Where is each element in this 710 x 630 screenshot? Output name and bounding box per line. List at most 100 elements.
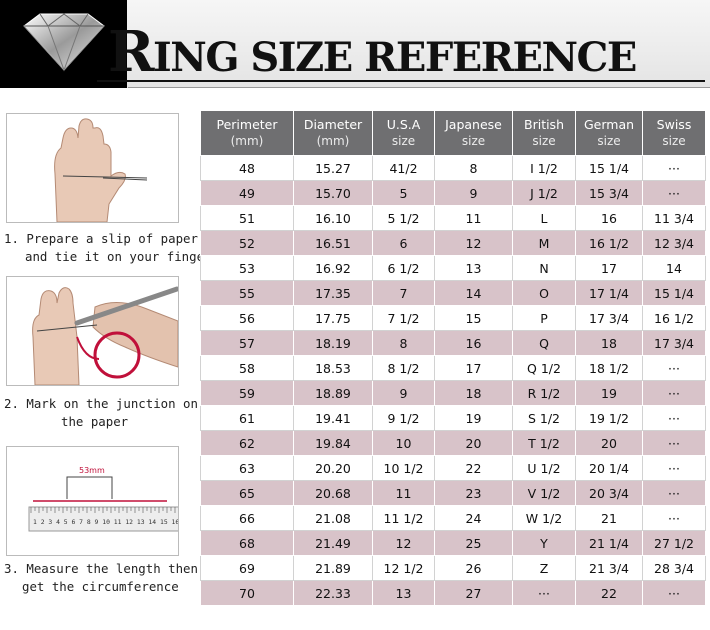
- cell-diameter: 21.08: [293, 505, 373, 531]
- cell-swiss: ···: [642, 180, 706, 206]
- cell-diameter: 16.51: [293, 230, 373, 256]
- cell-german: 21: [575, 505, 643, 531]
- table-row: 65 20.68 11 23 V 1/2 20 3/4 ···: [200, 480, 706, 506]
- logo: [0, 0, 127, 88]
- table-row: 57 18.19 8 16 Q 18 17 3/4: [200, 330, 706, 356]
- cell-british: L: [512, 205, 576, 231]
- cell-japanese: 20: [434, 430, 513, 456]
- cell-british: T 1/2: [512, 430, 576, 456]
- cell-swiss: ···: [642, 430, 706, 456]
- step-3-image: 53mm 1 2 3 4 5 6 7 8 9 10 11 12 13 14 15…: [6, 446, 179, 556]
- cell-diameter: 15.27: [293, 155, 373, 181]
- cell-diameter: 18.19: [293, 330, 373, 356]
- cell-swiss: 15 1/4: [642, 280, 706, 306]
- cell-usa: 9 1/2: [372, 405, 435, 431]
- cell-swiss: 11 3/4: [642, 205, 706, 231]
- cell-diameter: 16.92: [293, 255, 373, 281]
- cell-diameter: 18.89: [293, 380, 373, 406]
- step-3-line2: get the circumference: [22, 579, 179, 594]
- step-1-image: [6, 113, 179, 223]
- cell-perimeter: 53: [200, 255, 294, 281]
- cell-british: V 1/2: [512, 480, 576, 506]
- cell-japanese: 12: [434, 230, 513, 256]
- cell-usa: 7 1/2: [372, 305, 435, 331]
- step-1-line1: 1. Prepare a slip of paper: [4, 231, 198, 246]
- header-japanese: Japanese size: [434, 110, 513, 156]
- cell-german: 19 1/2: [575, 405, 643, 431]
- cell-swiss: 27 1/2: [642, 530, 706, 556]
- title-rest: ING SIZE REFERENCE: [153, 34, 637, 81]
- header-german: German size: [575, 110, 643, 156]
- table-row: 70 22.33 13 27 ··· 22 ···: [200, 580, 706, 606]
- hand-icon: [7, 114, 178, 222]
- cell-german: 17 3/4: [575, 305, 643, 331]
- cell-british: O: [512, 280, 576, 306]
- table-row: 66 21.08 11 1/2 24 W 1/2 21 ···: [200, 505, 706, 531]
- table-row: 69 21.89 12 1/2 26 Z 21 3/4 28 3/4: [200, 555, 706, 581]
- diamond-icon: [23, 13, 105, 72]
- cell-british: S 1/2: [512, 405, 576, 431]
- cell-german: 20: [575, 430, 643, 456]
- step-3-line1: 3. Measure the length then: [4, 561, 198, 576]
- cell-usa: 8 1/2: [372, 355, 435, 381]
- cell-japanese: 25: [434, 530, 513, 556]
- cell-japanese: 14: [434, 280, 513, 306]
- cell-usa: 10 1/2: [372, 455, 435, 481]
- cell-usa: 5: [372, 180, 435, 206]
- cell-british: R 1/2: [512, 380, 576, 406]
- cell-british: P: [512, 305, 576, 331]
- cell-perimeter: 65: [200, 480, 294, 506]
- ruler-measure-label: 53mm: [79, 466, 105, 475]
- cell-japanese: 9: [434, 180, 513, 206]
- table-header-row: Perimeter (mm) Diameter (mm) U.S.A size Jap…: [200, 110, 706, 156]
- title-underline: [97, 80, 705, 82]
- cell-diameter: 17.35: [293, 280, 373, 306]
- cell-british: I 1/2: [512, 155, 576, 181]
- cell-usa: 9: [372, 380, 435, 406]
- cell-diameter: 22.33: [293, 580, 373, 606]
- cell-german: 21 3/4: [575, 555, 643, 581]
- table-body: 48 15.27 41/2 8 I 1/2 15 1/4 ··· 49 15.70 5 9 J 1/2…: [200, 155, 706, 606]
- cell-british: Q 1/2: [512, 355, 576, 381]
- cell-perimeter: 57: [200, 330, 294, 356]
- cell-japanese: 17: [434, 355, 513, 381]
- step-2-line1: 2. Mark on the junction on: [4, 396, 198, 411]
- cell-diameter: 20.20: [293, 455, 373, 481]
- cell-perimeter: 61: [200, 405, 294, 431]
- cell-german: 18: [575, 330, 643, 356]
- cell-british: W 1/2: [512, 505, 576, 531]
- cell-german: 20 3/4: [575, 480, 643, 506]
- cell-german: 20 1/4: [575, 455, 643, 481]
- cell-german: 21 1/4: [575, 530, 643, 556]
- cell-japanese: 19: [434, 405, 513, 431]
- step-1-text: 1. Prepare a slip of paper and tie it on…: [4, 230, 212, 266]
- cell-diameter: 18.53: [293, 355, 373, 381]
- cell-british: ···: [512, 580, 576, 606]
- cell-japanese: 11: [434, 205, 513, 231]
- header-perimeter: Perimeter (mm): [200, 110, 294, 156]
- page-title: RING SIZE REFERENCE: [108, 24, 637, 81]
- cell-german: 15 1/4: [575, 155, 643, 181]
- cell-perimeter: 55: [200, 280, 294, 306]
- cell-british: M: [512, 230, 576, 256]
- cell-swiss: ···: [642, 405, 706, 431]
- cell-usa: 11 1/2: [372, 505, 435, 531]
- cell-british: J 1/2: [512, 180, 576, 206]
- cell-swiss: 16 1/2: [642, 305, 706, 331]
- cell-perimeter: 48: [200, 155, 294, 181]
- cell-british: Y: [512, 530, 576, 556]
- cell-japanese: 27: [434, 580, 513, 606]
- table-row: 49 15.70 5 9 J 1/2 15 3/4 ···: [200, 180, 706, 206]
- cell-usa: 11: [372, 480, 435, 506]
- header-swiss: Swiss size: [642, 110, 706, 156]
- table-row: 48 15.27 41/2 8 I 1/2 15 1/4 ···: [200, 155, 706, 181]
- title-band: [127, 0, 710, 88]
- cell-usa: 41/2: [372, 155, 435, 181]
- cell-japanese: 24: [434, 505, 513, 531]
- cell-perimeter: 59: [200, 380, 294, 406]
- cell-usa: 6 1/2: [372, 255, 435, 281]
- cell-swiss: 12 3/4: [642, 230, 706, 256]
- cell-swiss: ···: [642, 580, 706, 606]
- table-row: 68 21.49 12 25 Y 21 1/4 27 1/2: [200, 530, 706, 556]
- table-row: 63 20.20 10 1/2 22 U 1/2 20 1/4 ···: [200, 455, 706, 481]
